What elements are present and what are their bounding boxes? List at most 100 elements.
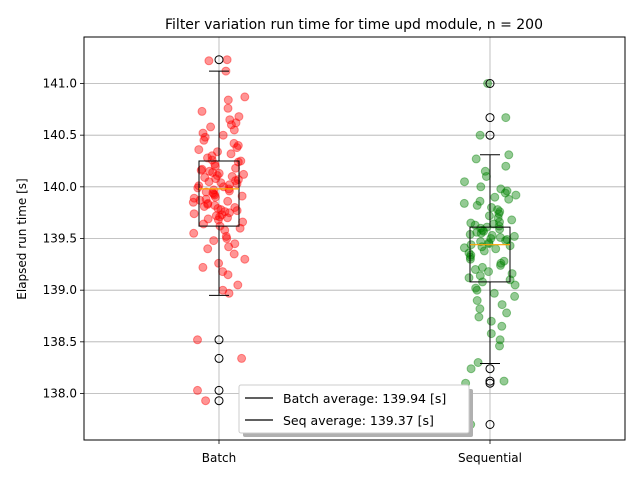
data-point (501, 161, 511, 171)
data-point (496, 258, 506, 268)
data-point (493, 213, 503, 223)
x-tick-label: Sequential (458, 451, 522, 465)
data-point (479, 246, 489, 256)
data-point (209, 189, 219, 199)
data-point (194, 145, 204, 155)
data-point (497, 300, 507, 310)
data-point (222, 234, 232, 243)
data-point (495, 335, 505, 345)
data-point (496, 260, 505, 270)
data-point (240, 92, 250, 102)
data-point (193, 183, 203, 193)
data-point (229, 249, 239, 259)
data-point (470, 265, 480, 274)
data-point (231, 163, 241, 173)
data-point (495, 207, 505, 217)
data-point (188, 197, 198, 207)
data-point (509, 231, 519, 241)
data-point (209, 236, 219, 246)
chart-title: Filter variation run time for time upd m… (165, 17, 543, 33)
data-point (193, 385, 202, 395)
data-point (483, 79, 493, 88)
data-point (203, 214, 213, 224)
data-point (233, 157, 243, 167)
data-point (459, 243, 469, 253)
data-point (474, 312, 484, 322)
box-plots (198, 55, 511, 429)
data-point (229, 138, 239, 148)
data-point (475, 196, 485, 206)
data-point (201, 187, 211, 197)
data-point (218, 130, 228, 140)
data-point (234, 112, 244, 122)
data-point (235, 223, 245, 233)
data-point (212, 171, 222, 180)
box-outlier (485, 376, 495, 386)
box-iqr (469, 226, 511, 283)
data-point (233, 175, 243, 185)
data-point (481, 172, 491, 181)
data-point (193, 335, 202, 345)
y-tick-label: 139.0 (43, 283, 77, 297)
box-outlier (485, 130, 495, 140)
data-point (494, 221, 504, 231)
data-point (495, 233, 505, 242)
data-point (484, 239, 494, 249)
data-point (203, 199, 213, 209)
data-point (501, 113, 511, 123)
data-point (223, 196, 233, 206)
data-point (472, 285, 482, 295)
data-point (199, 135, 209, 145)
data-point (499, 256, 509, 266)
data-point (502, 186, 512, 196)
legend-box (238, 384, 470, 434)
data-point (475, 271, 485, 281)
y-tick-label: 139.5 (43, 232, 77, 246)
data-point (214, 168, 224, 178)
x-axis: Batch Sequential (202, 440, 522, 465)
data-point (230, 239, 240, 249)
data-point (472, 200, 482, 210)
box-outlier (485, 113, 495, 123)
data-point (229, 125, 239, 135)
box-outlier (485, 364, 495, 374)
data-point (471, 283, 481, 293)
data-point (232, 143, 242, 153)
legend-label-batch: Batch average: 139.94 [s] (283, 391, 446, 406)
data-point (199, 202, 209, 211)
data-point (213, 215, 223, 225)
data-point (215, 212, 225, 222)
data-point (475, 130, 485, 140)
data-point (200, 132, 210, 142)
data-point (198, 262, 208, 272)
data-point (466, 364, 476, 374)
data-point (486, 234, 496, 243)
data-point (484, 211, 494, 221)
data-point (207, 151, 217, 161)
data-point (240, 254, 250, 264)
data-point (511, 190, 521, 200)
data-point (478, 225, 487, 235)
data-point (209, 185, 219, 195)
data-point (211, 211, 221, 221)
data-point (189, 228, 199, 238)
data-point (510, 280, 520, 290)
data-point (475, 304, 485, 314)
box-outlier (214, 55, 224, 65)
y-tick-label: 140.0 (43, 180, 77, 194)
y-tick-label: 138.5 (43, 335, 77, 349)
y-tick-label: 140.5 (43, 128, 77, 142)
data-point (486, 316, 496, 326)
data-point (189, 193, 199, 203)
y-tick-label: 138.0 (43, 387, 77, 401)
data-point (208, 167, 218, 177)
legend: Batch average: 139.94 [s] Seq average: 1… (238, 384, 473, 437)
data-point (223, 103, 233, 113)
data-point (500, 188, 510, 198)
data-point (464, 273, 474, 283)
data-point (206, 122, 216, 132)
data-point (210, 192, 220, 202)
data-point (210, 190, 220, 200)
box-outlier (485, 378, 495, 388)
